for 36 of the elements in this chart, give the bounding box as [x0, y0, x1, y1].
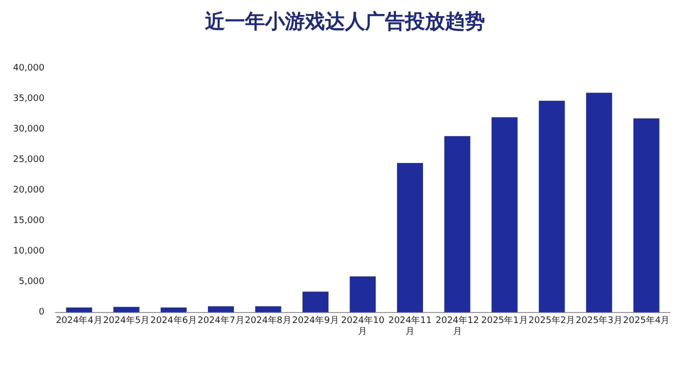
y-tick-label: 5,000 — [18, 277, 45, 288]
bar — [208, 306, 234, 312]
bar — [633, 118, 660, 312]
bar — [66, 308, 92, 312]
bar — [113, 306, 140, 312]
x-tick-label: 2025年1月 — [481, 315, 528, 326]
y-tick-label: 30,000 — [12, 124, 45, 135]
x-tick-label: 2024年11月 — [388, 315, 432, 337]
x-tick-label: 2025年3月 — [576, 315, 622, 326]
x-tick-label: 2024年8月 — [244, 315, 292, 326]
x-tick-label: 2024年6月 — [150, 315, 197, 326]
bar — [444, 136, 470, 312]
y-tick-label: 40,000 — [12, 64, 45, 74]
y-tick-label: 15,000 — [12, 216, 45, 226]
chart-title: 近一年小游戏达人广告投放趋势 — [204, 8, 486, 35]
x-tick-label: 2025年2月 — [528, 315, 576, 326]
bar — [397, 162, 424, 312]
x-tick-label: 2024年9月 — [292, 315, 339, 326]
bar — [586, 92, 612, 312]
x-tick-label: 2024年10月 — [341, 315, 385, 337]
bar — [492, 117, 518, 312]
x-tick-label: 2025年4月 — [623, 315, 670, 326]
x-tick-label: 2024年5月 — [103, 315, 150, 326]
bar — [538, 100, 565, 312]
bar — [350, 276, 376, 312]
y-tick-label: 20,000 — [12, 186, 45, 196]
x-tick-label: 2024年12月 — [436, 315, 479, 337]
y-tick-label: 0 — [38, 308, 45, 318]
bar — [160, 308, 187, 312]
y-tick-label: 25,000 — [12, 155, 45, 166]
y-tick-label: 10,000 — [12, 246, 45, 257]
x-tick-label: 2024年4月 — [56, 315, 102, 326]
bar — [255, 306, 282, 312]
bar — [302, 292, 328, 312]
y-tick-label: 35,000 — [12, 94, 45, 104]
x-tick-label: 2024年7月 — [198, 315, 244, 326]
